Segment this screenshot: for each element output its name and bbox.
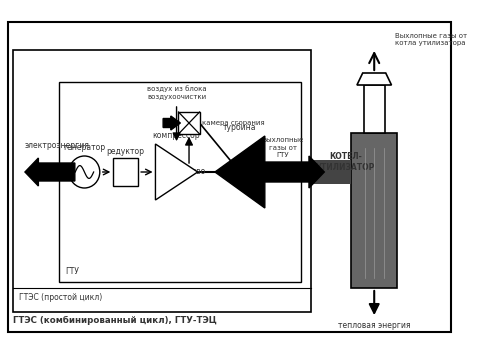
- FancyArrow shape: [163, 116, 180, 130]
- Text: Выхлопные газы от
котла утилизатора: Выхлопные газы от котла утилизатора: [396, 33, 468, 46]
- Text: генератор: генератор: [63, 143, 106, 152]
- Text: камера сгорания: камера сгорания: [203, 120, 265, 126]
- Text: выхлопные
газы от
ГТУ: выхлопные газы от ГТУ: [263, 137, 304, 158]
- Text: редуктор: редуктор: [107, 147, 144, 156]
- Text: компрессор: компрессор: [153, 131, 200, 140]
- Text: ГТЭС (комбинированный цикл), ГТУ-ТЭЦ: ГТЭС (комбинированный цикл), ГТУ-ТЭЦ: [13, 316, 217, 325]
- Bar: [351, 133, 397, 288]
- Circle shape: [69, 156, 100, 188]
- Polygon shape: [156, 144, 198, 200]
- Bar: [311, 160, 351, 184]
- Bar: [13, 50, 311, 312]
- Text: электроэнергия: электроэнергия: [25, 141, 90, 150]
- Bar: [179, 112, 200, 134]
- Text: ГТЭС (простой цикл): ГТЭС (простой цикл): [19, 293, 102, 303]
- Text: ГТУ: ГТУ: [65, 267, 79, 276]
- Text: турбина: турбина: [223, 123, 257, 132]
- FancyArrow shape: [265, 156, 324, 188]
- Polygon shape: [357, 73, 392, 85]
- FancyArrow shape: [25, 158, 75, 186]
- Bar: [113, 158, 138, 186]
- Text: КОТЕЛ-
УТИЛИЗАТОР: КОТЕЛ- УТИЛИЗАТОР: [316, 152, 375, 172]
- Text: топливо: топливо: [172, 168, 205, 176]
- Bar: [60, 82, 301, 282]
- Bar: [364, 85, 385, 133]
- Text: воздух из блока
воздухоочистки: воздух из блока воздухоочистки: [147, 86, 206, 100]
- Polygon shape: [215, 136, 265, 208]
- Text: тепловая энергия: тепловая энергия: [338, 322, 410, 330]
